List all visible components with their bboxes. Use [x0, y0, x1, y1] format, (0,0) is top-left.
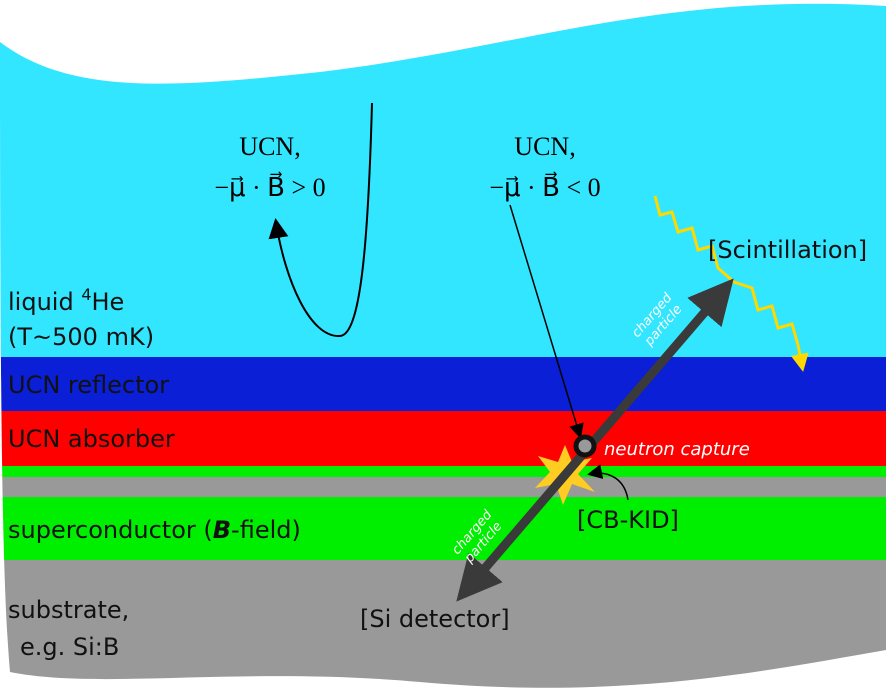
text: superconductor (: [8, 516, 213, 544]
helium-layer: [0, 0, 886, 357]
thin-superconductor: [0, 466, 886, 477]
substrate-label: substrate,: [8, 596, 129, 624]
reflector-label: UCN reflector: [8, 371, 169, 399]
absorber-label: UCN absorber: [8, 425, 175, 453]
substrate-label: e.g. Si:B: [20, 633, 119, 661]
diagram: UCN, −μ⃗ · B⃗ > 0 UCN, −μ⃗ · B⃗ < 0 [Sci…: [0, 0, 886, 688]
cb-kid-label: [CB-KID]: [577, 506, 679, 534]
ucn-label: UCN,: [239, 132, 300, 161]
superscript: 4: [81, 285, 91, 304]
text: He: [92, 288, 125, 316]
ucn-label: UCN,: [514, 132, 575, 161]
spacer-layer: [0, 477, 886, 497]
temperature-label: (T~500 mK): [8, 323, 154, 351]
text: -field): [231, 516, 301, 544]
energy-condition: −μ⃗ · B⃗ > 0: [214, 171, 325, 202]
helium-label: liquid 4He: [8, 285, 124, 316]
capture-point: [576, 437, 594, 455]
text: B: [213, 516, 231, 544]
superconductor-label: superconductor (B-field): [8, 516, 301, 544]
capture-label: neutron capture: [604, 439, 750, 460]
energy-condition: −μ⃗ · B⃗ < 0: [489, 171, 600, 202]
text: liquid: [8, 288, 81, 316]
si-detector-label: [Si detector]: [360, 605, 510, 633]
scintillation-label: [Scintillation]: [708, 236, 867, 264]
